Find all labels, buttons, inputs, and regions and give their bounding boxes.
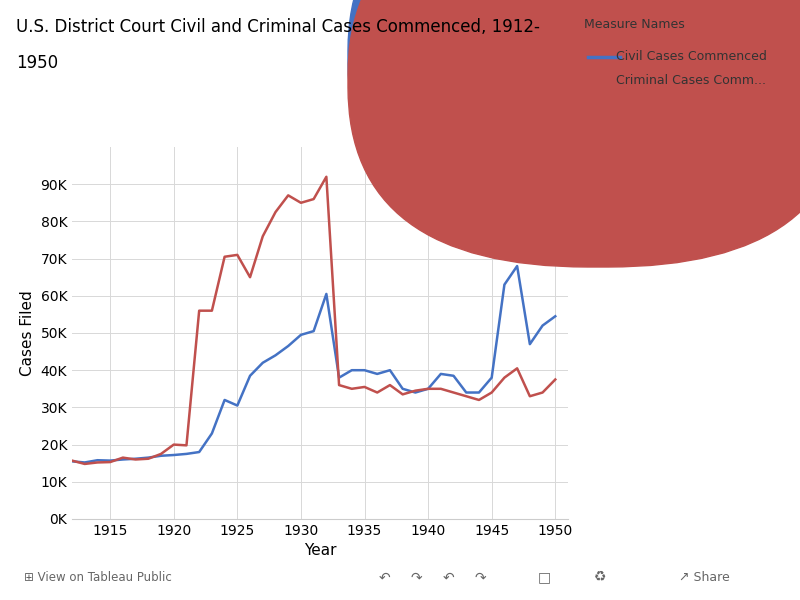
Civil Cases Commenced [462,389,471,396]
Civil Cases Commenced [246,372,255,379]
Civil Cases Commenced [410,389,420,396]
Criminal Cases Comm... [436,385,446,392]
Civil Cases Commenced [169,451,178,458]
Criminal Cases Comm... [130,456,140,463]
Civil Cases Commenced [487,374,497,381]
Criminal Cases Comm... [398,391,407,398]
Criminal Cases Comm... [309,196,318,203]
Criminal Cases Comm... [118,454,128,461]
Criminal Cases Comm... [296,199,306,206]
Criminal Cases Comm... [373,389,382,396]
Civil Cases Commenced [233,402,242,409]
Criminal Cases Comm... [385,382,394,389]
Civil Cases Commenced [500,281,510,288]
Criminal Cases Comm... [143,455,153,463]
Civil Cases Commenced [360,367,370,374]
Text: ↶: ↶ [442,570,454,584]
Criminal Cases Comm... [334,382,344,389]
Criminal Cases Comm... [258,233,267,240]
Criminal Cases Comm... [194,307,204,314]
Civil Cases Commenced [182,450,191,457]
Civil Cases Commenced [130,455,140,463]
Civil Cases Commenced [220,397,230,404]
Civil Cases Commenced [449,372,458,379]
Civil Cases Commenced [525,341,534,348]
Criminal Cases Comm... [410,387,420,394]
Criminal Cases Comm... [270,208,280,215]
Civil Cases Commenced [322,290,331,298]
Criminal Cases Comm... [538,389,547,396]
Civil Cases Commenced [93,457,102,464]
Criminal Cases Comm... [207,307,217,314]
Civil Cases Commenced [118,456,128,463]
Civil Cases Commenced [207,430,217,437]
Civil Cases Commenced [512,262,522,269]
Criminal Cases Comm... [93,459,102,466]
Criminal Cases Comm... [322,173,331,181]
Civil Cases Commenced [270,352,280,359]
Civil Cases Commenced [550,313,560,320]
Criminal Cases Comm... [550,376,560,383]
Civil Cases Commenced [474,389,484,396]
Text: ↗ Share: ↗ Share [678,571,730,584]
Civil Cases Commenced [258,359,267,367]
Text: Measure Names: Measure Names [584,18,685,31]
Civil Cases Commenced [373,370,382,377]
Civil Cases Commenced [143,454,153,461]
Civil Cases Commenced [347,367,357,374]
Criminal Cases Comm... [347,385,357,392]
Civil Cases Commenced [194,448,204,455]
Criminal Cases Comm... [423,385,433,392]
Text: Civil Cases Commenced: Civil Cases Commenced [616,50,767,64]
Criminal Cases Comm... [182,442,191,449]
Civil Cases Commenced [309,328,318,335]
Criminal Cases Comm... [80,460,90,467]
Criminal Cases Comm... [156,450,166,457]
Civil Cases Commenced [423,385,433,392]
Civil Cases Commenced [334,374,344,381]
Civil Cases Commenced [398,385,407,392]
Y-axis label: Cases Filed: Cases Filed [20,290,35,376]
Civil Cases Commenced [80,459,90,466]
Civil Cases Commenced [283,343,293,350]
Criminal Cases Comm... [169,441,178,448]
Criminal Cases Comm... [525,392,534,400]
Criminal Cases Comm... [360,383,370,391]
Civil Cases Commenced [538,322,547,329]
Criminal Cases Comm... [246,274,255,281]
Text: Criminal Cases Comm...: Criminal Cases Comm... [616,74,766,88]
Criminal Cases Comm... [106,458,115,466]
Criminal Cases Comm... [512,365,522,372]
Criminal Cases Comm... [462,392,471,400]
Line: Civil Cases Commenced: Civil Cases Commenced [72,266,555,463]
Criminal Cases Comm... [487,389,497,396]
X-axis label: Year: Year [304,544,336,559]
Criminal Cases Comm... [220,253,230,260]
Text: 1950: 1950 [16,54,58,72]
Text: □: □ [538,570,550,584]
Text: ↷: ↷ [474,570,486,584]
Text: ♻: ♻ [594,570,606,584]
Criminal Cases Comm... [474,397,484,404]
Civil Cases Commenced [106,457,115,464]
Text: ↶: ↶ [378,570,390,584]
Criminal Cases Comm... [283,192,293,199]
Criminal Cases Comm... [233,251,242,259]
Criminal Cases Comm... [500,374,510,381]
Text: ⊞ View on Tableau Public: ⊞ View on Tableau Public [24,571,172,584]
Civil Cases Commenced [67,458,77,465]
Civil Cases Commenced [296,331,306,338]
Text: U.S. District Court Civil and Criminal Cases Commenced, 1912-: U.S. District Court Civil and Criminal C… [16,18,540,36]
Line: Criminal Cases Comm...: Criminal Cases Comm... [72,177,555,464]
Civil Cases Commenced [436,370,446,377]
Criminal Cases Comm... [449,389,458,396]
Civil Cases Commenced [156,452,166,460]
Text: ↷: ↷ [410,570,422,584]
Civil Cases Commenced [385,367,394,374]
Criminal Cases Comm... [67,457,77,464]
